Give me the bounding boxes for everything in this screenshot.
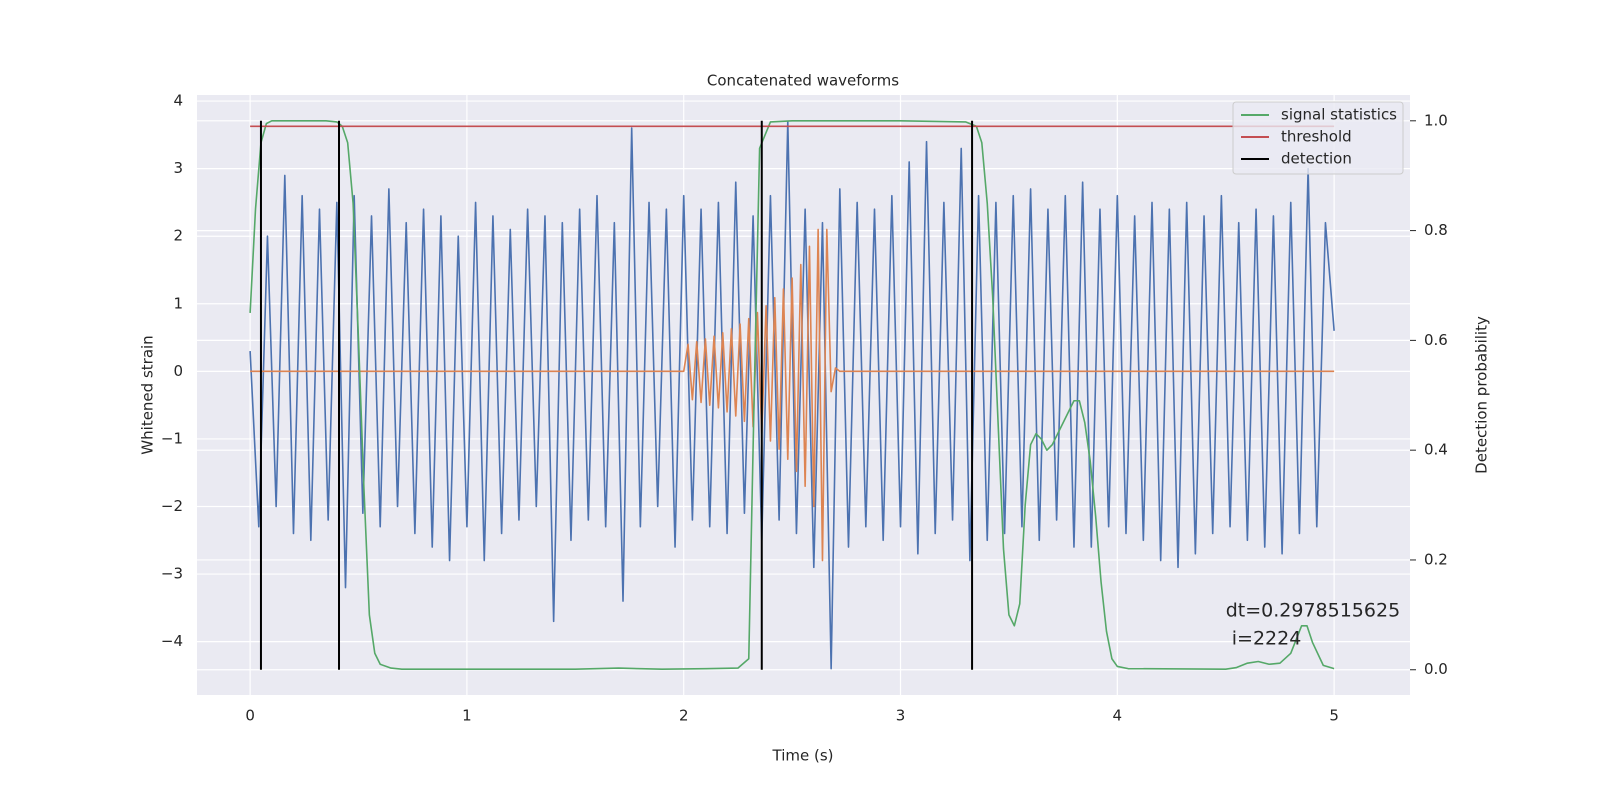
x-axis-label: Time (s) [772,747,834,765]
legend-box [1232,101,1404,175]
y-tick-label: 4 [173,92,183,110]
x-tick-label: 2 [679,707,689,725]
annotation: dt=0.2978515625 [1226,600,1400,622]
legend-label: detection [1281,150,1352,168]
y-tick-label: 0 [173,362,183,380]
y2-tick-label: 1.0 [1424,111,1448,129]
legend-label: signal statistics [1281,106,1397,124]
y-tick-label: −2 [161,497,183,515]
y-tick-label: −1 [161,429,183,447]
y-tick-label: −4 [161,632,183,650]
y2-tick-label: 0.6 [1424,331,1448,349]
y-axis-label: Whitened strain [139,335,157,454]
y2-tick-label: 0.0 [1424,660,1448,678]
y2-tick-label: 0.2 [1424,550,1448,568]
legend-label: threshold [1281,128,1352,146]
annotation: i=2224 [1226,628,1302,650]
series-line [249,120,1335,670]
x-tick-label: 3 [896,707,906,725]
x-tick-label: 5 [1329,707,1339,725]
y-tick-label: 1 [173,294,183,312]
legend: signal statistics threshold detection [1232,101,1404,175]
chart-title: Concatenated waveforms [707,72,899,90]
x-tick-label: 0 [245,707,255,725]
series-line [249,120,1335,670]
y2-tick-label: 0.4 [1424,441,1448,459]
x-tick-label: 1 [462,707,472,725]
y2-axis-label: Detection probability [1473,316,1491,474]
y-tick-label: −3 [161,565,183,583]
y-tick-label: 3 [173,159,183,177]
x-tick-label: 4 [1113,707,1123,725]
y-tick-label: 2 [173,227,183,245]
y2-tick-label: 0.8 [1424,221,1448,239]
